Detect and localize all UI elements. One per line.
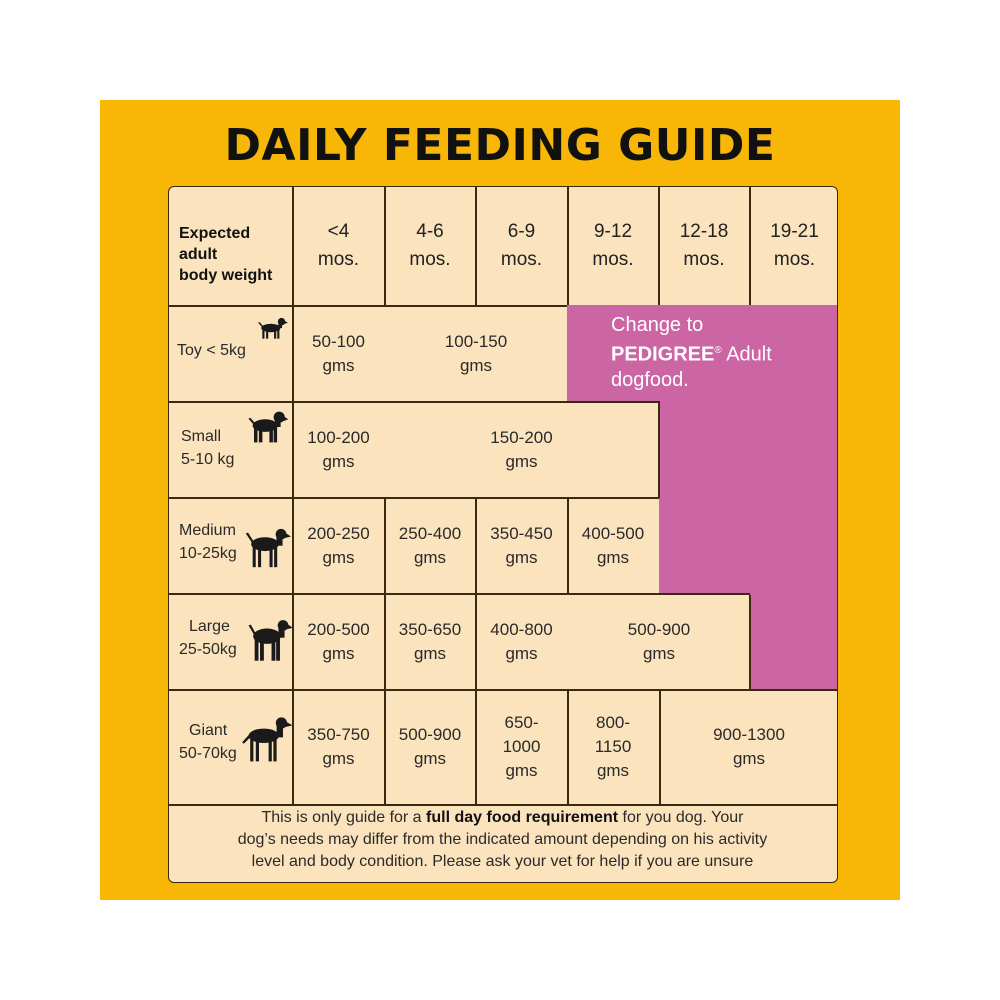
footer-disclaimer: This is only guide for a full day food r… xyxy=(237,809,768,870)
table-cell: 350-750 gms xyxy=(307,725,370,768)
grid-line xyxy=(292,187,294,805)
grid-line xyxy=(169,593,750,595)
table-cell: 400-800 gms xyxy=(490,619,553,663)
page-title: DAILY FEEDING GUIDE xyxy=(224,120,776,171)
dog-large-icon xyxy=(248,620,293,661)
table-cell: 150-200 gms xyxy=(490,427,553,471)
table-cell: 250-400 gms xyxy=(398,523,462,567)
table-cell: 200-500 gms xyxy=(307,619,370,663)
grid-line xyxy=(384,187,386,305)
grid-line xyxy=(749,595,751,691)
adult-food-region xyxy=(567,305,837,401)
table-cell: 800- 1150 gms xyxy=(594,713,632,780)
grid-line xyxy=(659,691,661,805)
adult-food-region xyxy=(750,595,837,691)
grid-line xyxy=(567,497,569,595)
age-header: 12-18 mos. xyxy=(679,221,729,270)
table-cell: 50-100 gms xyxy=(312,331,365,375)
header-weight-label: Expected adult body weight xyxy=(179,225,273,284)
table-cell: 650- 1000 gms xyxy=(502,713,541,780)
adult-food-region xyxy=(659,401,837,595)
dog-medium-icon xyxy=(245,528,291,568)
row-label-medium: Medium 10-25kg xyxy=(179,522,237,562)
grid-line xyxy=(658,401,660,498)
grid-line xyxy=(749,187,751,305)
table-cell: 400-500 gms xyxy=(581,523,645,567)
table-cell: 350-650 gms xyxy=(398,619,462,663)
grid-line xyxy=(169,305,567,307)
table-cell: 350-450 gms xyxy=(490,523,553,567)
grid-line xyxy=(658,187,660,305)
table-cell: 500-900 gms xyxy=(398,725,462,768)
grid-line xyxy=(169,401,659,403)
row-label-small: Small 5-10 kg xyxy=(181,428,235,468)
age-header: 19-21 mos. xyxy=(770,221,819,270)
dog-small-icon xyxy=(248,411,289,443)
grid-line xyxy=(567,187,569,305)
row-label-large: Large 25-50kg xyxy=(179,618,237,658)
grid-line xyxy=(384,497,386,805)
table-cell: 500-900 gms xyxy=(627,619,691,663)
grid-line xyxy=(567,691,569,805)
table-cell: 200-250 gms xyxy=(307,523,370,567)
age-header: <4 mos. xyxy=(317,221,360,270)
grid-line xyxy=(169,804,837,806)
table-cell: 100-200 gms xyxy=(307,427,370,471)
adult-food-note: Change to PEDIGREE® Adult dogfood. xyxy=(611,314,772,391)
feeding-table: Expected adult body weight <4 mos. 4-6 mos… xyxy=(168,186,838,883)
row-label-toy: Toy < 5kg xyxy=(177,342,246,359)
dog-giant-icon xyxy=(242,717,293,762)
grid-line xyxy=(475,187,477,305)
row-label-giant: Giant 50-70kg xyxy=(179,722,237,762)
table-cell: 900-1300 gms xyxy=(713,725,785,768)
age-header: 4-6 mos. xyxy=(409,221,451,270)
age-header: 6-9 mos. xyxy=(500,221,543,270)
dog-toy-icon xyxy=(258,317,288,339)
grid-line xyxy=(475,497,477,805)
grid-line xyxy=(169,497,659,499)
table-cell: 100-150 gms xyxy=(444,331,508,375)
age-header: 9-12 mos. xyxy=(592,221,634,270)
grid-line xyxy=(169,689,837,691)
